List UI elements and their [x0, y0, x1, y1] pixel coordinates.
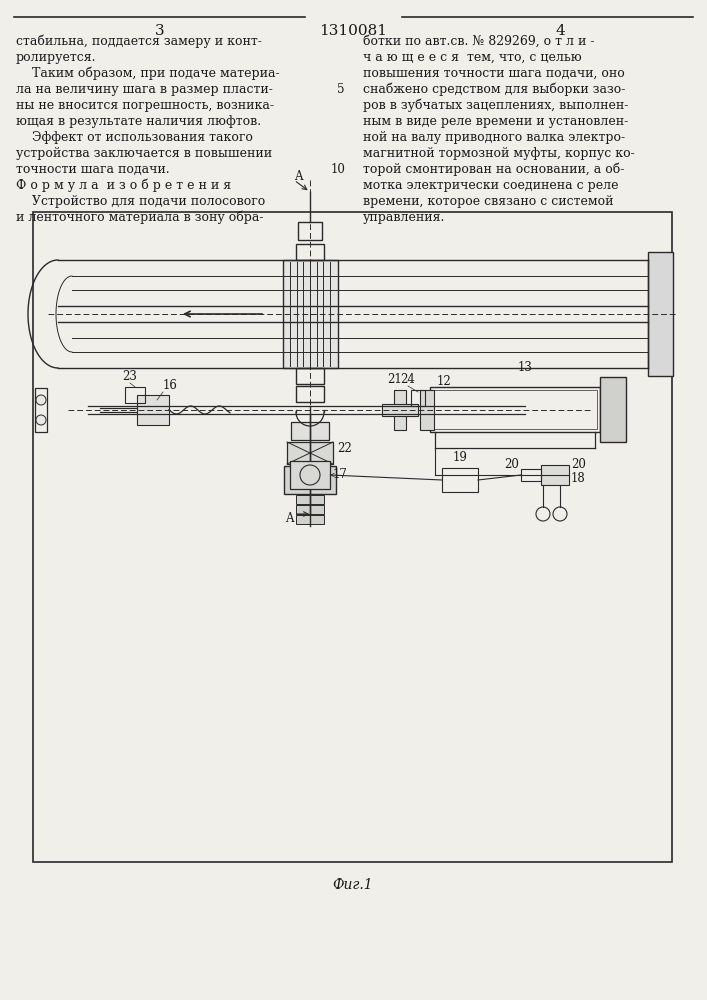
Text: 21: 21	[387, 373, 402, 386]
Text: торой смонтирован на основании, а об-: торой смонтирован на основании, а об-	[363, 163, 624, 176]
Text: устройства заключается в повышении: устройства заключается в повышении	[16, 147, 272, 160]
Text: точности шага подачи.: точности шага подачи.	[16, 163, 170, 176]
Bar	[382, 404, 418, 416]
Text: магнитной тормозной муфты, корпус ко-: магнитной тормозной муфты, корпус ко-	[363, 147, 635, 160]
Text: A: A	[286, 512, 294, 524]
Text: Устройство для подачи полосового: Устройство для подачи полосового	[16, 195, 265, 208]
Text: 20: 20	[571, 458, 586, 472]
Text: ров в зубчатых зацеплениях, выполнен-: ров в зубчатых зацеплениях, выполнен-	[363, 99, 629, 112]
Bar	[298, 222, 322, 240]
Text: Ф о р м у л а  и з о б р е т е н и я: Ф о р м у л а и з о б р е т е н и я	[16, 179, 231, 192]
Bar	[296, 386, 324, 402]
Bar	[125, 387, 145, 403]
Bar	[33, 212, 672, 862]
Bar	[287, 442, 333, 464]
Text: 23: 23	[122, 370, 137, 383]
Text: управления.: управления.	[363, 211, 445, 224]
Text: ным в виде реле времени и установлен-: ным в виде реле времени и установлен-	[363, 115, 629, 128]
Bar	[296, 505, 324, 514]
Text: 5: 5	[337, 83, 345, 96]
Text: времени, которое связано с системой: времени, которое связано с системой	[363, 195, 614, 208]
Text: 13: 13	[518, 361, 532, 374]
Bar	[430, 387, 600, 432]
Text: мотка электрически соединена с реле: мотка электрически соединена с реле	[363, 179, 619, 192]
Text: 18: 18	[571, 473, 586, 486]
Bar	[541, 465, 569, 485]
Text: 4: 4	[555, 24, 565, 38]
Text: стабильна, поддается замеру и конт-: стабильна, поддается замеру и конт-	[16, 35, 262, 48]
Bar	[290, 461, 330, 489]
Text: A: A	[294, 169, 303, 182]
Bar	[433, 390, 597, 429]
Text: 10: 10	[330, 163, 345, 176]
Text: ботки по авт.св. № 829269, о т л и -: ботки по авт.св. № 829269, о т л и -	[363, 35, 595, 48]
Bar	[296, 368, 324, 384]
Text: ной на валу приводного валка электро-: ной на валу приводного валка электро-	[363, 131, 625, 144]
Text: 20: 20	[504, 458, 519, 472]
Bar	[521, 469, 541, 481]
Bar	[420, 390, 434, 430]
Text: 3: 3	[156, 24, 165, 38]
Circle shape	[36, 415, 46, 425]
Text: 24: 24	[400, 373, 415, 386]
Text: Фиг.1: Фиг.1	[333, 878, 373, 892]
Text: 1310081: 1310081	[319, 24, 387, 38]
Bar	[600, 377, 626, 442]
Text: ч а ю щ е е с я  тем, что, с целью: ч а ю щ е е с я тем, что, с целью	[363, 51, 582, 64]
Bar	[648, 252, 673, 376]
Bar	[283, 260, 338, 368]
Text: 16: 16	[163, 379, 178, 392]
Bar	[296, 244, 324, 260]
Text: ющая в результате наличия люфтов.: ющая в результате наличия люфтов.	[16, 115, 261, 128]
Bar	[442, 468, 478, 492]
Bar	[35, 388, 47, 432]
Bar	[284, 466, 336, 494]
Bar	[137, 395, 169, 425]
Text: ны не вносится погрешность, возника-: ны не вносится погрешность, возника-	[16, 99, 274, 112]
Text: Эффект от использования такого: Эффект от использования такого	[16, 131, 253, 144]
Text: повышения точности шага подачи, оно: повышения точности шага подачи, оно	[363, 67, 625, 80]
Circle shape	[36, 395, 46, 405]
Text: 22: 22	[337, 442, 352, 455]
Bar	[296, 495, 324, 504]
Bar	[394, 390, 406, 430]
Bar	[411, 390, 425, 406]
Text: Таким образом, при подаче материа-: Таким образом, при подаче материа-	[16, 67, 280, 81]
Text: и ленточного материала в зону обра-: и ленточного материала в зону обра-	[16, 211, 264, 225]
Text: 12: 12	[437, 375, 452, 388]
Text: 17: 17	[333, 468, 348, 482]
Bar	[296, 515, 324, 524]
Text: ролируется.: ролируется.	[16, 51, 96, 64]
Text: снабжено средством для выборки зазо-: снабжено средством для выборки зазо-	[363, 83, 626, 97]
Text: 19: 19	[452, 451, 467, 464]
Text: ла на величину шага в размер пласти-: ла на величину шага в размер пласти-	[16, 83, 273, 96]
Bar	[291, 422, 329, 440]
